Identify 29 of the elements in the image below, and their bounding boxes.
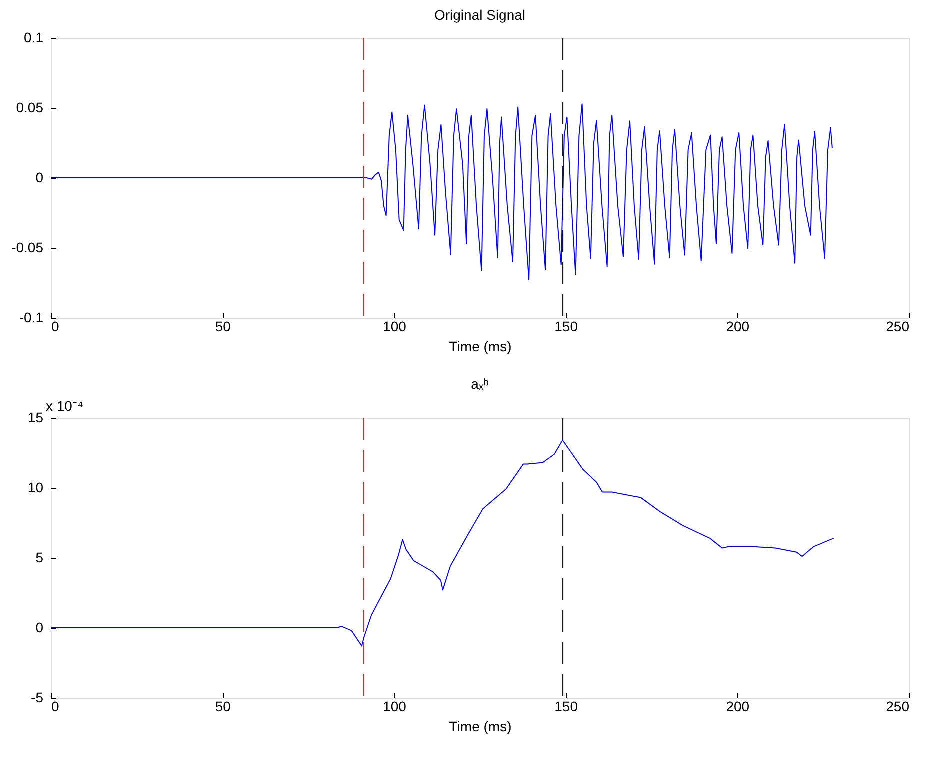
x-axis-title: Time (ms) <box>449 718 512 734</box>
x-tick-label: 100 <box>383 698 407 714</box>
y-tick-label: -5 <box>31 690 44 706</box>
text: x 10⁻⁴ <box>46 398 84 414</box>
x-tick-label: 250 <box>886 318 910 334</box>
chart-title: Original Signal <box>434 7 526 23</box>
x-tick-label: 0 <box>52 698 60 714</box>
y-tick-label: 0.1 <box>24 30 44 46</box>
y-tick-label: 5 <box>36 550 44 566</box>
y-tick-label: -0.1 <box>19 310 44 326</box>
y-tick-label: 15 <box>28 410 44 426</box>
x-tick-label: 100 <box>383 318 407 334</box>
x-tick-label: 250 <box>886 698 910 714</box>
y-tick-label: 10 <box>28 480 44 496</box>
y-tick-label: -0.05 <box>12 240 44 256</box>
line-series <box>50 104 833 280</box>
x-axis-title: Time (ms) <box>449 338 512 354</box>
x-tick-label: 50 <box>215 318 232 334</box>
chart-title: aₓᵇ <box>471 376 489 392</box>
y-tick-label: 0.05 <box>16 100 44 116</box>
x-tick-label: 200 <box>726 318 750 334</box>
x-tick-label: 50 <box>215 698 232 714</box>
y-tick-label: 0 <box>36 620 44 636</box>
y-tick-label: 0 <box>36 170 44 186</box>
x-tick-label: 0 <box>52 318 60 334</box>
line-series <box>50 440 834 647</box>
x-tick-label: 150 <box>554 318 578 334</box>
x-tick-label: 150 <box>554 698 578 714</box>
x-tick-label: 200 <box>726 698 750 714</box>
